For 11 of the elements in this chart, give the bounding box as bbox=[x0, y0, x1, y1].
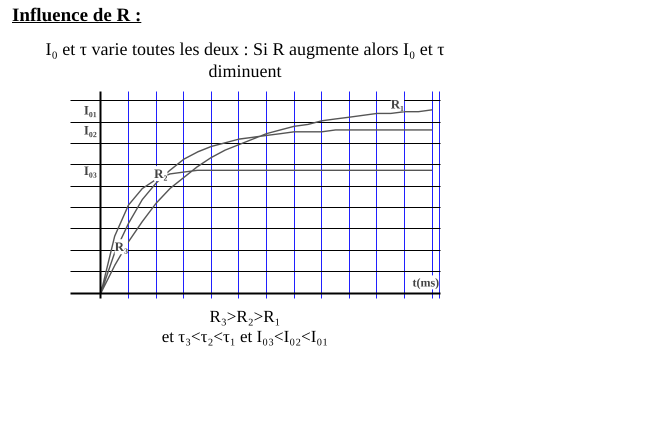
annotation: I₀₂ bbox=[84, 122, 97, 138]
series-label: R₂ bbox=[154, 166, 168, 182]
chart-title: Influence de R : bbox=[12, 5, 142, 26]
chart-subtitle: I₀ et τ varie toutes les deux : Si R augmente alors I₀ et τ diminuent bbox=[44, 39, 446, 82]
text: R₃>R₂>R₁ bbox=[210, 307, 280, 326]
annotation: I₀₃ bbox=[84, 163, 97, 178]
annotation: I₀₁ bbox=[84, 102, 97, 118]
series-label: R₃ bbox=[114, 240, 128, 255]
series-label: R₁ bbox=[390, 96, 404, 112]
text: et τ₃<τ₂<τ₁ et I₀₃<I₀₂<I₀₁ bbox=[162, 326, 328, 346]
x-axis-title: t(ms) bbox=[412, 276, 440, 290]
